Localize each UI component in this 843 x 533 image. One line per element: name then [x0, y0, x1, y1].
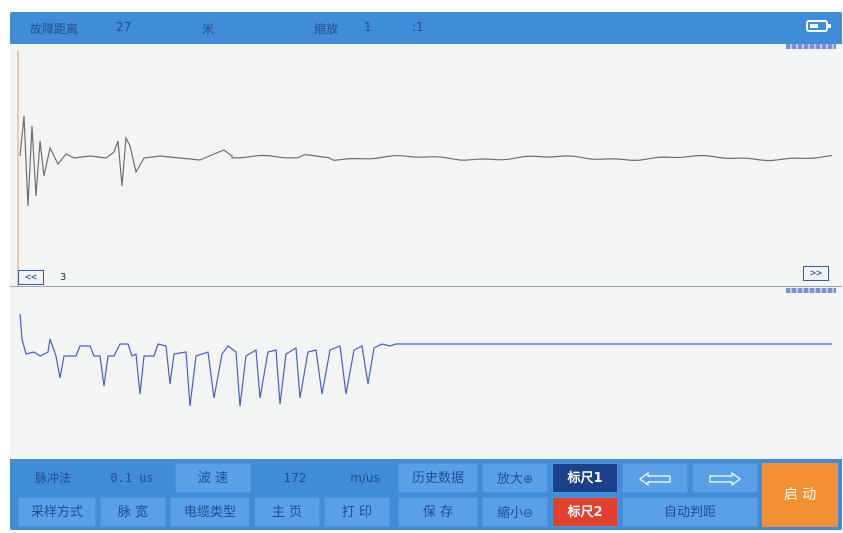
zoom-out-label: 缩小: [496, 506, 523, 521]
zoom-out-button[interactable]: 缩小⊖: [482, 497, 548, 527]
method-label: 脉冲法: [34, 471, 71, 485]
main-page-button[interactable]: 主 页: [254, 497, 320, 527]
upper-waveform-plot[interactable]: [10, 46, 842, 286]
zoom-in-label: 放大: [496, 472, 523, 487]
page-prev-button[interactable]: <<: [18, 270, 44, 285]
zoom-ratio: :1: [412, 20, 424, 34]
zoom-in-button[interactable]: 放大⊕: [482, 463, 548, 493]
auto-judge-button[interactable]: 自动判距: [622, 497, 758, 527]
history-data-button[interactable]: 历史数据: [398, 463, 478, 493]
zoom-label: 缩放: [314, 22, 339, 36]
pulse-width-button[interactable]: 脉 宽: [100, 497, 166, 527]
control-panel: 脉冲法 0.1 us 波 速 172 m/us 历史数据 放大⊕ 标尺1 启 动…: [10, 459, 842, 530]
fault-distance-value: 27: [116, 20, 132, 34]
right-arrow-icon: [709, 471, 741, 486]
move-left-button[interactable]: [622, 463, 688, 493]
cursor-marker-strip-bottom: [786, 288, 836, 293]
battery-icon: [806, 20, 831, 32]
lower-trace: [19, 313, 832, 407]
device-screen: 故障距离 27 米 缩放 1 :1 << 3 >> 脉冲法 0.1 us 波 速…: [10, 12, 842, 530]
page-next-button[interactable]: >>: [803, 266, 829, 281]
page-number: 3: [60, 272, 67, 283]
save-button[interactable]: 保 存: [398, 497, 478, 527]
cursor-marker-strip-top: [786, 44, 836, 49]
cursor-1-button[interactable]: 标尺1: [552, 463, 618, 493]
zoom-value: 1: [364, 20, 372, 34]
pulse-width-value: 0.1 us: [110, 471, 154, 485]
cable-type-button[interactable]: 电缆类型: [170, 497, 250, 527]
plot-divider: [10, 286, 842, 287]
zoom-in-icon: ⊕: [522, 472, 534, 486]
wave-speed-unit: m/us: [350, 471, 380, 485]
wave-speed-button[interactable]: 波 速: [175, 463, 251, 493]
start-button[interactable]: 启 动: [762, 463, 838, 527]
upper-trace: [19, 115, 833, 207]
cursor-2-button[interactable]: 标尺2: [552, 497, 618, 527]
wave-speed-value: 172: [283, 471, 307, 485]
print-button[interactable]: 打 印: [324, 497, 390, 527]
status-bar: 故障距离 27 米 缩放 1 :1: [10, 12, 842, 44]
sampling-mode-button[interactable]: 采样方式: [18, 497, 96, 527]
move-right-button[interactable]: [692, 463, 758, 493]
distance-unit: 米: [202, 22, 215, 36]
zoom-out-icon: ⊖: [522, 506, 534, 520]
lower-waveform-plot[interactable]: [10, 294, 842, 454]
fault-distance-label: 故障距离: [30, 22, 79, 36]
left-arrow-icon: [639, 471, 671, 486]
